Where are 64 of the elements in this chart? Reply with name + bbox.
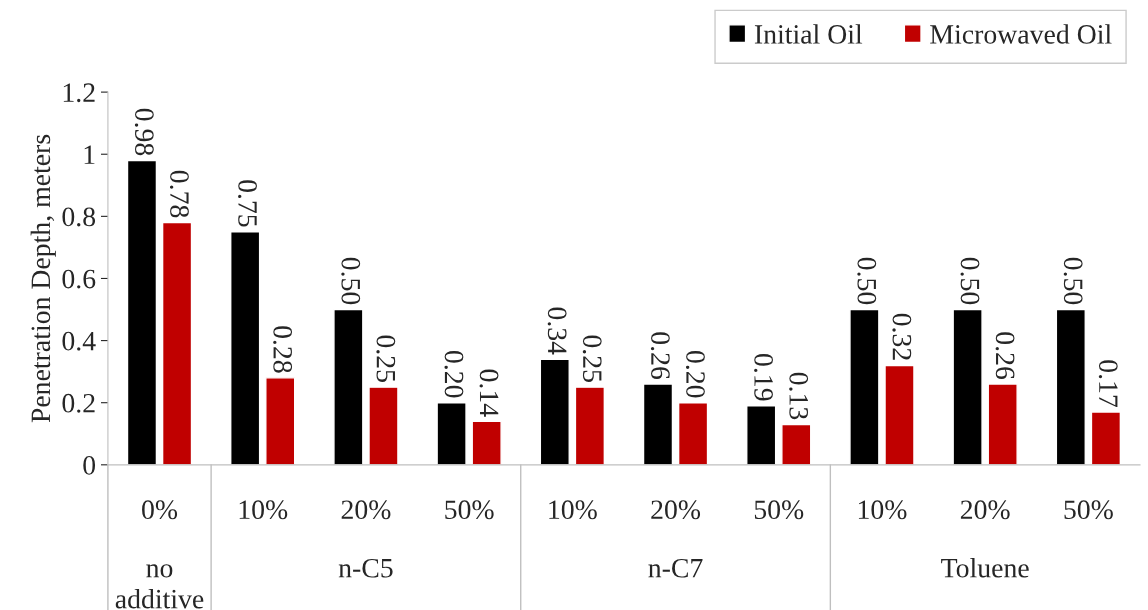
x-tick-label: 0% [142, 500, 178, 520]
bar [471, 420, 502, 465]
x-tick-label: 10% [549, 500, 597, 520]
x-tick-label: 50% [754, 500, 804, 520]
data-label: 0.50 [341, 257, 361, 305]
data-label: 0.34 [547, 307, 567, 355]
data-label: 0.19 [754, 354, 773, 401]
bar [884, 364, 915, 465]
data-label: 0.14 [479, 369, 499, 417]
y-tick-label: 0 [83, 455, 96, 475]
data-label: 0.20 [686, 350, 705, 398]
y-tick-label: 0.2 [62, 393, 95, 413]
x-tick-label: 20% [960, 500, 1010, 520]
y-tick-label: 0.6 [62, 269, 96, 289]
bar [436, 402, 467, 465]
bar [642, 383, 674, 465]
data-label: 0.32 [892, 313, 912, 360]
text: n-C7 [648, 558, 703, 578]
data-label: 0.75 [238, 180, 257, 227]
data-label: 0.28 [273, 326, 293, 373]
bar [230, 231, 261, 465]
bar [1090, 411, 1122, 465]
bar [1055, 308, 1086, 465]
bar [265, 377, 296, 465]
bar [952, 308, 983, 465]
data-label: 0.26 [650, 332, 670, 380]
y-axis-title: Penetration Depth, meters [30, 134, 56, 423]
x-tick-label: 10% [239, 500, 288, 520]
legend-label: Microwaved Oil [930, 24, 1112, 44]
x-tick-label: 10% [858, 500, 907, 520]
bar [781, 423, 812, 465]
text: n-C5 [338, 558, 393, 578]
data-label: 0.25 [582, 335, 602, 382]
data-label: 0.20 [444, 350, 464, 398]
data-label: 0.13 [789, 372, 809, 420]
bar [126, 159, 158, 465]
bar [539, 358, 570, 465]
data-label: 0.98 [134, 108, 154, 156]
data-label: 0.50 [960, 257, 980, 305]
y-tick-label: 1 [84, 145, 95, 164]
bar [368, 386, 399, 465]
data-label: 0.50 [1063, 257, 1083, 305]
bar [746, 405, 777, 465]
x-tick-label: 20% [341, 500, 391, 520]
y-tick-label: 1.2 [63, 83, 95, 103]
data-label: 0.50 [857, 257, 877, 305]
y-tick-label: 0.4 [62, 331, 96, 351]
legend-label: Initial Oil [754, 24, 863, 44]
x-tick-label: 50% [445, 500, 494, 520]
data-label: 0.26 [995, 332, 1015, 380]
bar [987, 383, 1018, 465]
bar [677, 402, 709, 465]
data-label: 0.17 [1098, 360, 1118, 408]
data-label: 0.25 [376, 335, 396, 382]
bar [161, 221, 193, 465]
x-tick-label: 20% [651, 500, 701, 520]
bar [574, 386, 606, 465]
bar [333, 308, 364, 465]
text: no additive [115, 564, 204, 609]
x-tick-label: 50% [1064, 500, 1113, 520]
data-label: 0.78 [169, 170, 189, 218]
y-tick-label: 0.8 [62, 207, 96, 227]
bar [849, 308, 880, 465]
text: Toluene [941, 558, 1029, 578]
